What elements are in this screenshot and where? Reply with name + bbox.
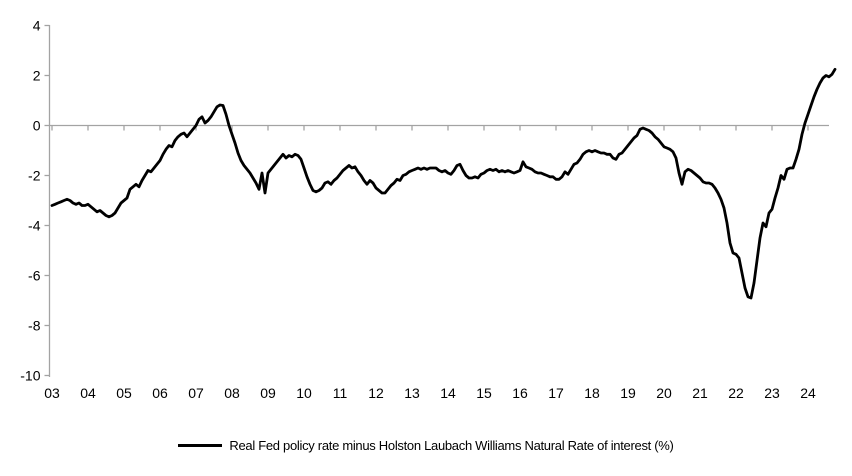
x-axis-tick-label: 04	[80, 385, 96, 401]
y-axis-tick-label: 0	[33, 118, 41, 134]
legend-label: Real Fed policy rate minus Holston Lauba…	[229, 438, 674, 453]
x-axis-tick-label: 19	[620, 385, 636, 401]
x-axis-tick-label: 09	[260, 385, 276, 401]
x-axis-tick-label: 23	[764, 385, 780, 401]
x-axis-tick-label: 03	[44, 385, 60, 401]
x-axis-tick-label: 16	[512, 385, 528, 401]
y-axis-tick-label: -6	[28, 268, 41, 284]
x-axis-tick-label: 11	[333, 385, 348, 401]
x-axis-tick-label: 24	[800, 385, 816, 401]
legend: Real Fed policy rate minus Holston Lauba…	[0, 438, 852, 453]
x-axis-tick-label: 20	[656, 385, 672, 401]
x-axis-tick-label: 22	[728, 385, 744, 401]
x-axis-tick-label: 21	[692, 385, 708, 401]
y-axis-tick-label: -8	[28, 318, 41, 334]
x-axis-tick-label: 12	[368, 385, 384, 401]
x-axis-tick-label: 18	[584, 385, 600, 401]
x-axis-tick-label: 14	[440, 385, 456, 401]
legend-line-swatch	[178, 444, 223, 447]
x-axis-tick-label: 13	[404, 385, 420, 401]
y-axis-tick-label: -2	[28, 168, 41, 184]
x-axis-tick-label: 10	[296, 385, 312, 401]
y-axis-tick-label: 4	[33, 18, 41, 34]
x-axis-tick-label: 17	[548, 385, 564, 401]
data-series-line	[50, 67, 837, 300]
y-axis-tick-label: -4	[28, 218, 41, 234]
x-axis-tick-label: 05	[116, 385, 132, 401]
x-axis-tick-label: 08	[224, 385, 240, 401]
y-axis-tick-label: 2	[33, 68, 41, 84]
y-axis-tick-label: -10	[20, 368, 40, 384]
x-axis-tick-label: 07	[188, 385, 204, 401]
x-axis-tick-label: 06	[152, 385, 168, 401]
x-axis-tick-label: 15	[476, 385, 492, 401]
